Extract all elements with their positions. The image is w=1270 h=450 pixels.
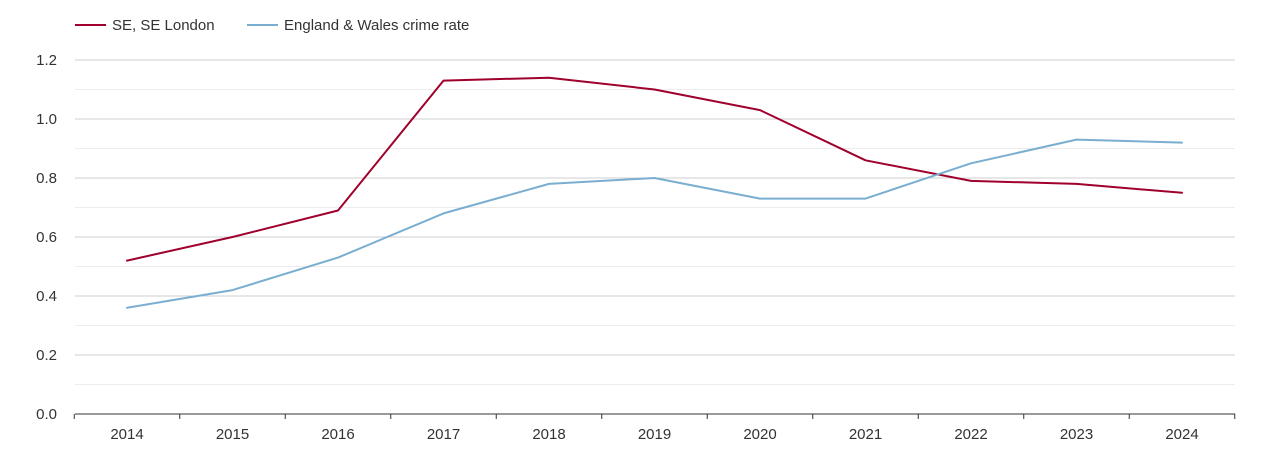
data-point [548,77,550,79]
axes: 0.0 0.2 0.4 0.6 0.8 1.0 1.2 2014 2015 2016 2017 201… [36,52,1236,443]
x-tick-label: 2021 [849,426,882,443]
data-point [548,183,550,185]
x-tick-label: 2020 [743,426,776,443]
y-tick-label: 0.8 [36,170,57,187]
data-point [337,257,339,259]
data-point [232,236,234,238]
data-point [865,198,867,200]
x-tick-label: 2024 [1165,426,1198,443]
y-tick-label: 0.0 [36,406,57,423]
x-tick-label: 2017 [427,426,460,443]
data-point [759,109,761,111]
x-tick-label: 2014 [110,426,143,443]
data-point [970,180,972,182]
x-tick-label: 2023 [1060,426,1093,443]
series-line-0 [126,76,1183,262]
x-tick-label: 2019 [638,426,671,443]
y-tick-label: 1.2 [36,52,57,69]
data-point [654,89,656,91]
x-tick-label: 2015 [216,426,249,443]
series-lines [126,76,1183,309]
data-point [759,198,761,200]
data-point [443,80,445,82]
y-tick-label: 0.4 [36,288,57,305]
y-tick-label: 0.2 [36,347,57,364]
data-point [865,159,867,161]
data-point [337,209,339,211]
x-tick-label: 2022 [954,426,987,443]
data-point [1181,192,1183,194]
data-point [1076,183,1078,185]
x-tick-label: 2018 [532,426,565,443]
y-tick-label: 0.6 [36,229,57,246]
y-tick-label: 1.0 [36,111,57,128]
x-tick-label: 2016 [321,426,354,443]
legend-label: England & Wales crime rate [284,17,469,34]
data-point [232,289,234,291]
data-point [654,177,656,179]
data-point [1181,142,1183,144]
grid-lines [75,59,1235,385]
data-point [1076,139,1078,141]
data-point [126,307,128,309]
data-point [443,212,445,214]
legend-label: SE, SE London [112,17,215,34]
data-point [126,260,128,262]
data-point [970,162,972,164]
series-line-1 [126,138,1183,309]
legend: SE, SE London England & Wales crime rate [75,17,469,34]
